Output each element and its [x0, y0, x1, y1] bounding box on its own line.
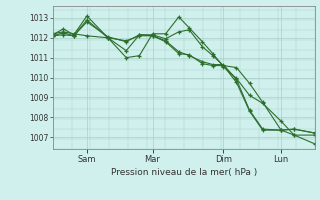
X-axis label: Pression niveau de la mer( hPa ): Pression niveau de la mer( hPa )	[111, 168, 257, 177]
